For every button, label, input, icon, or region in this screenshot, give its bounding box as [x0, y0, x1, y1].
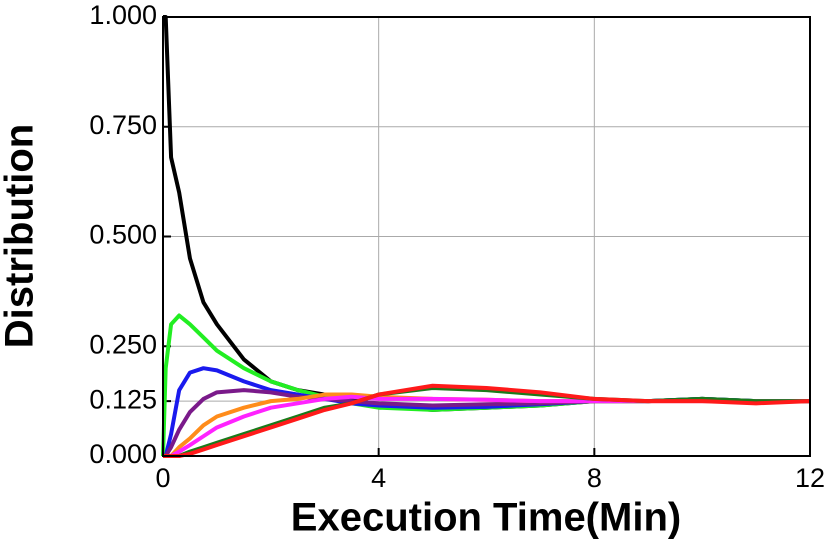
- x-tick-label: 8: [587, 463, 602, 493]
- y-tick-label: 0.250: [89, 329, 157, 359]
- y-tick-label: 0.750: [89, 110, 157, 140]
- x-tick-label: 0: [155, 463, 170, 493]
- y-tick-label: 0.000: [89, 439, 157, 469]
- y-axis-label: Distribution: [0, 124, 42, 348]
- y-tick-label: 1.000: [89, 0, 157, 30]
- x-axis-label: Execution Time(Min): [291, 496, 681, 540]
- series-line: [163, 15, 810, 412]
- x-tick-label: 12: [795, 463, 825, 493]
- y-tick-label: 0.125: [89, 384, 157, 414]
- series-line: [163, 383, 811, 458]
- x-tick-label: 4: [371, 463, 386, 493]
- plot-frame: [162, 16, 811, 457]
- y-tick-label: 0.500: [89, 220, 157, 250]
